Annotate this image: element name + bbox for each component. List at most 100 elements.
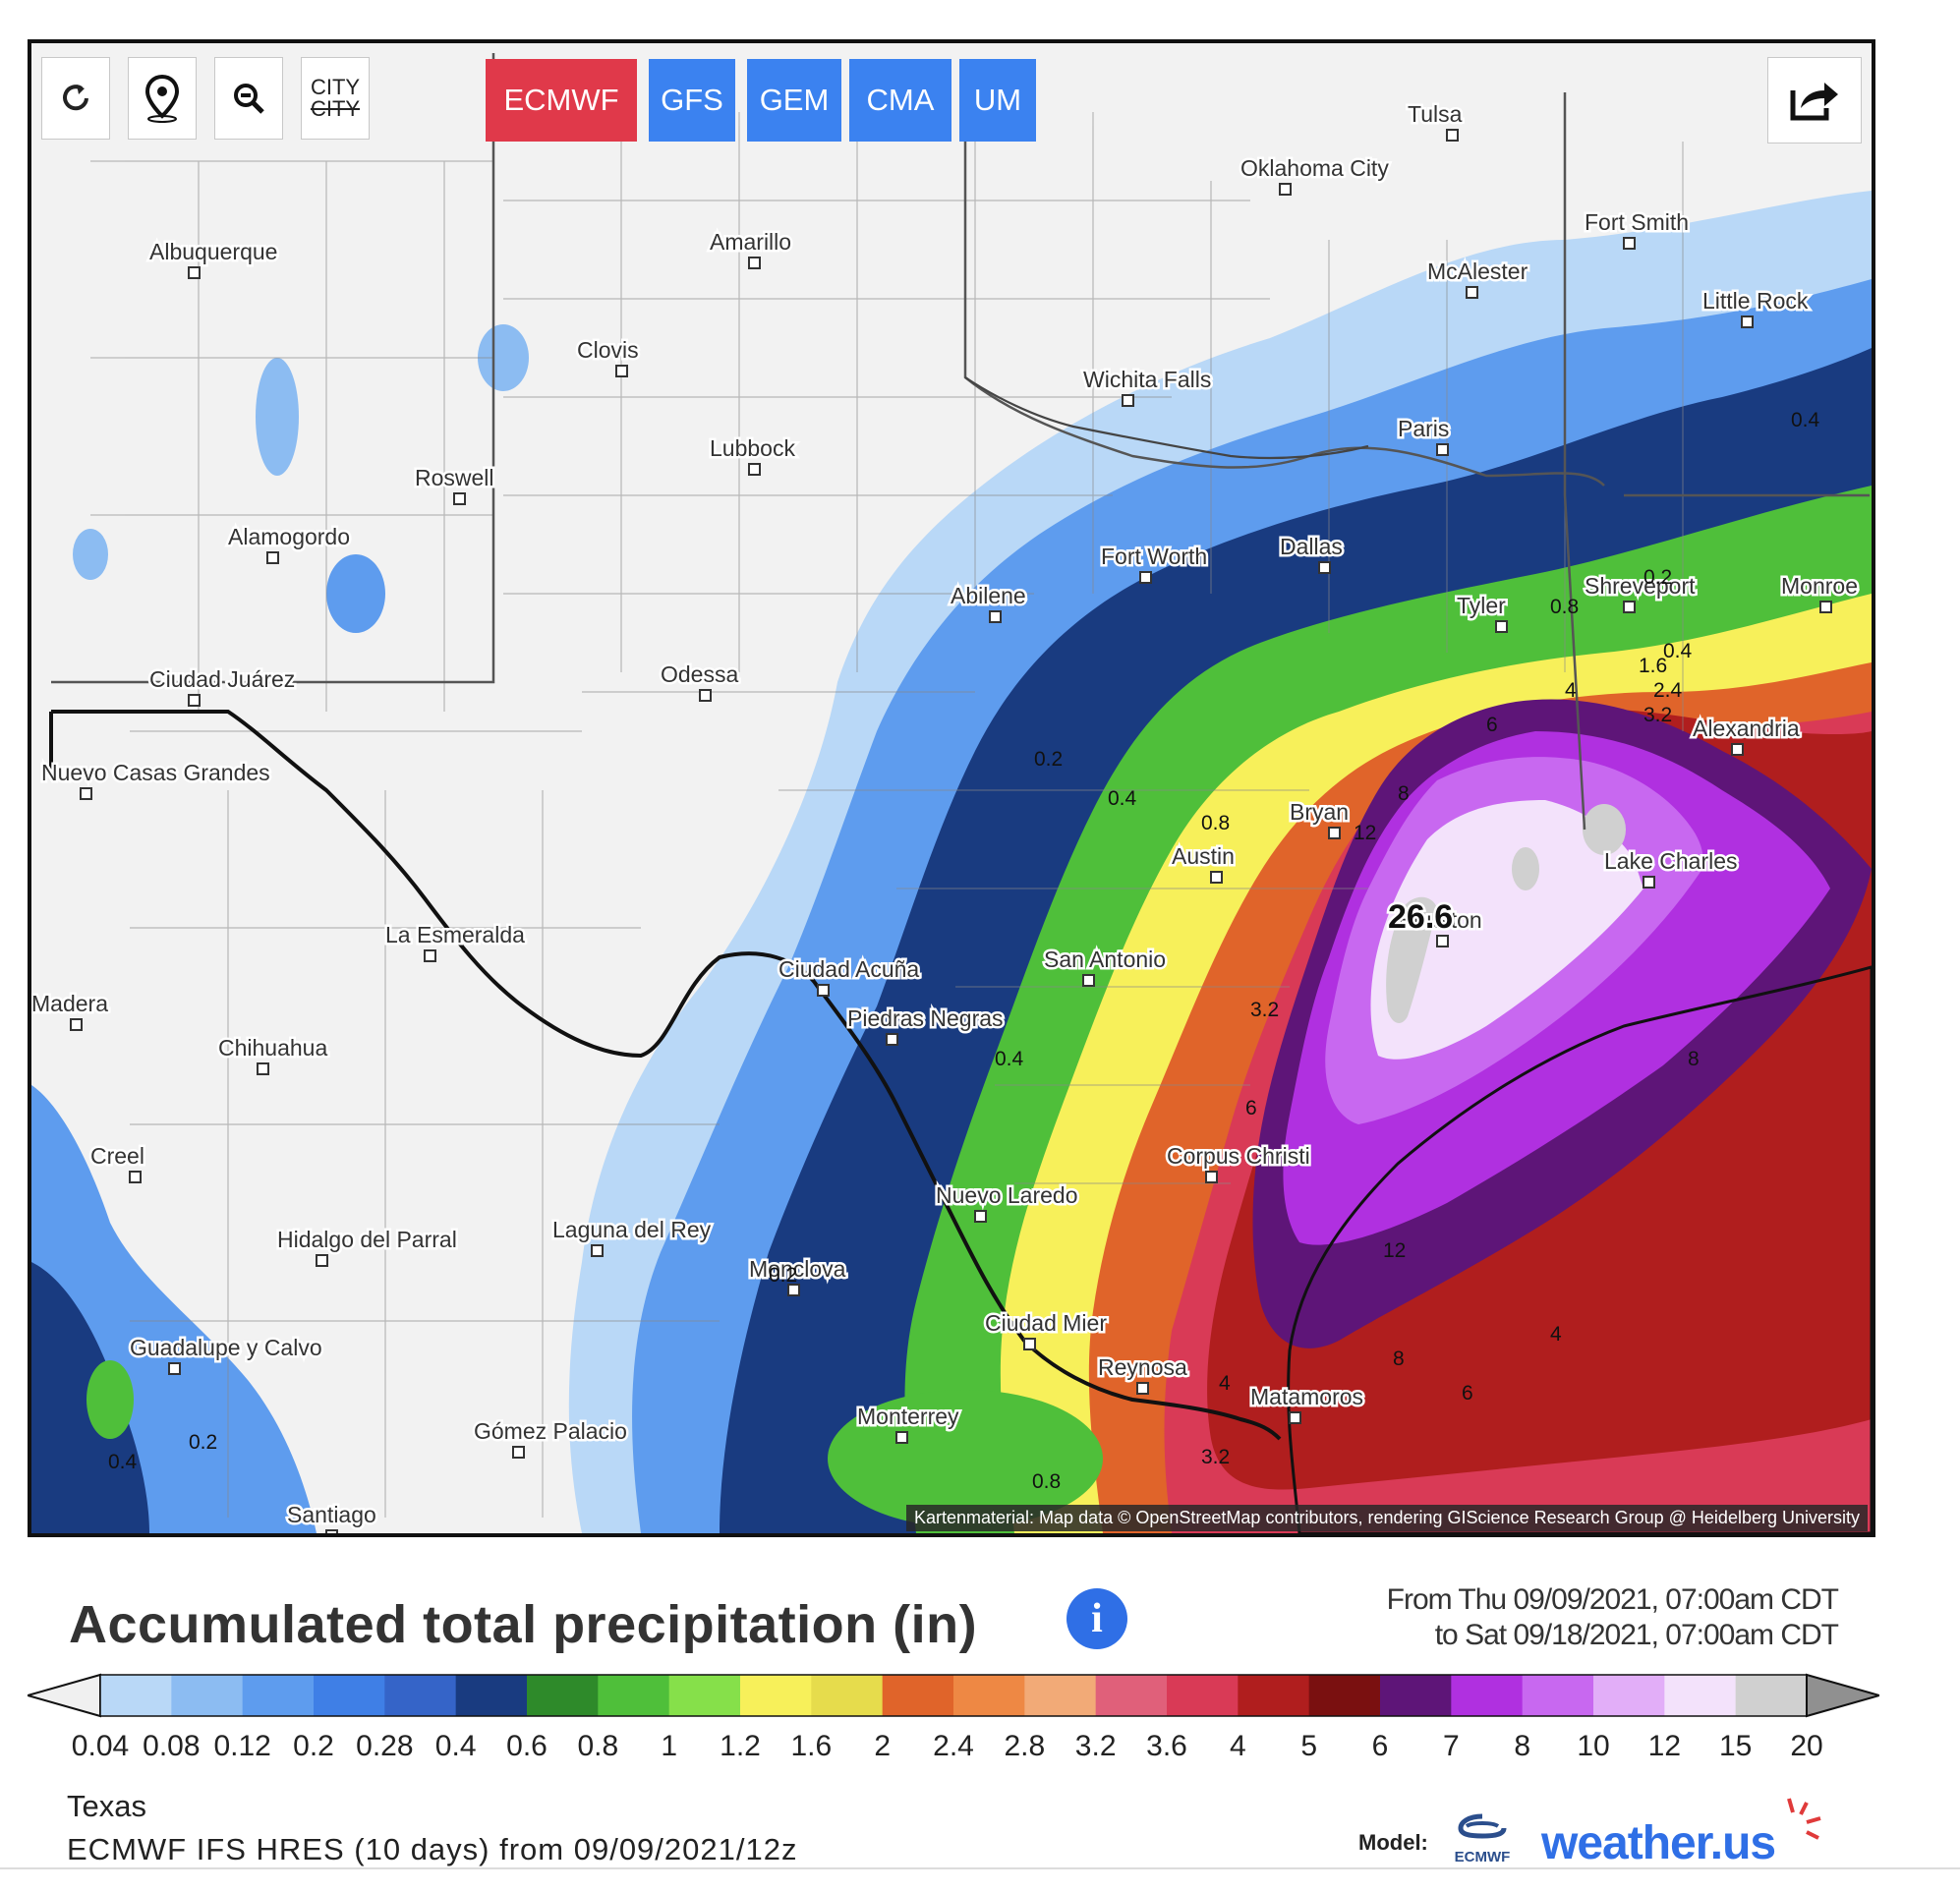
time-range: From Thu 09/09/2021, 07:00am CDT to Sat … (1387, 1582, 1839, 1653)
city-toggle-top: CITY (310, 75, 361, 99)
city-label: Shreveport (1585, 573, 1696, 599)
city-label: Ciudad Mier (985, 1310, 1107, 1336)
city-label: Monclova (749, 1256, 846, 1282)
chart-title: Accumulated total precipitation (in) (69, 1595, 978, 1654)
city-label: Clovis (577, 337, 639, 363)
time-range-to: to Sat 09/18/2021, 07:00am CDT (1434, 1619, 1839, 1651)
city-marker (257, 1062, 269, 1075)
map-viewport[interactable]: Tulsa Oklahoma City Fort Smith McAlester Lit… (28, 39, 1875, 1537)
city-marker (1741, 316, 1754, 328)
zoom-out-button[interactable] (214, 57, 283, 140)
isoline-label: 0.2 (1034, 748, 1063, 771)
isoline-labels: 0.40.20.40.81.62.43.2468120.20.40.83.268… (108, 409, 1820, 1493)
legend-value: 0.04 (71, 1730, 130, 1762)
legend-value: 2.8 (1004, 1730, 1046, 1762)
legend-value: 1.2 (720, 1730, 761, 1762)
city-label: Lubbock (710, 435, 795, 461)
legend-swatch (1380, 1675, 1452, 1716)
isoline-label: 6 (1486, 714, 1498, 736)
city-label: Fort Worth (1101, 544, 1207, 569)
legend-swatch (811, 1675, 884, 1716)
legend-value: 1.6 (790, 1730, 833, 1762)
precip-field (31, 43, 1872, 1533)
city-marker (512, 1446, 525, 1459)
isoline-label: 0.4 (1791, 409, 1820, 431)
legend-value: 1 (661, 1730, 677, 1762)
zoom-out-icon (234, 84, 264, 114)
city-marker (70, 1018, 83, 1031)
city-marker (424, 949, 436, 962)
city-label: Abilene (951, 583, 1026, 608)
ecmwf-logo-text: ECMWF (1455, 1849, 1511, 1865)
city-label: Madera (31, 991, 108, 1016)
city-label: Laguna del Rey (552, 1217, 712, 1242)
legend-swatch (527, 1675, 599, 1716)
legend-value: 0.28 (356, 1730, 414, 1762)
reload-icon (63, 85, 88, 111)
city-label: Creel (90, 1143, 144, 1169)
us-mexico-border (51, 710, 1282, 1441)
city-marker (748, 257, 761, 269)
legend-value: 3.6 (1146, 1730, 1187, 1762)
city-label: Wichita Falls (1083, 367, 1211, 392)
city-label: Santiago (287, 1502, 376, 1527)
legend-swatch (598, 1675, 670, 1716)
legend-swatch (1095, 1675, 1168, 1716)
city-marker (1623, 237, 1636, 250)
isoline-label: 8 (1393, 1348, 1405, 1370)
legend-swatch (314, 1675, 385, 1716)
city-marker (1023, 1338, 1036, 1350)
city-marker (1643, 876, 1655, 889)
model-button-ecmwf[interactable]: ECMWF (486, 59, 637, 142)
model-button-cma[interactable]: CMA (849, 59, 951, 142)
reload-button[interactable] (41, 57, 110, 140)
locate-button[interactable] (128, 57, 197, 140)
isoline-label: 2.4 (1653, 679, 1683, 702)
info-icon[interactable]: i (1066, 1588, 1127, 1649)
city-label: Bryan (1290, 799, 1349, 825)
city-marker (817, 984, 830, 997)
legend-swatch (455, 1675, 528, 1716)
isoline-label: 0.8 (1201, 812, 1230, 834)
legend-value: 0.12 (213, 1730, 271, 1762)
legend-value: 7 (1442, 1730, 1460, 1762)
city-marker (1446, 129, 1459, 142)
legend-swatch (1308, 1675, 1381, 1716)
city-marker (1122, 394, 1134, 407)
city-label: Austin (1172, 843, 1235, 869)
city-marker (1136, 1382, 1149, 1395)
legend-value: 0.4 (434, 1730, 477, 1762)
city-label: Nuevo Laredo (936, 1182, 1078, 1208)
city-label: San Antonio (1044, 946, 1166, 972)
city-label: Paris (1398, 416, 1449, 441)
city-label: Chihuahua (218, 1035, 327, 1061)
city-marker (699, 689, 712, 702)
isoline-label: 0.4 (995, 1048, 1024, 1070)
city-marker (266, 551, 279, 564)
model-button-gfs[interactable]: GFS (649, 59, 735, 142)
share-button[interactable] (1767, 57, 1862, 143)
legend-swatch (100, 1675, 172, 1716)
brand-text: weather.us (1541, 1817, 1776, 1869)
city-label: Corpus Christi (1167, 1143, 1310, 1169)
isoline-label: 1.6 (1639, 655, 1667, 677)
isoline-label: 8 (1688, 1048, 1700, 1070)
model-button-um[interactable]: UM (959, 59, 1036, 142)
sun-rays-icon (1787, 1798, 1821, 1840)
isoline-label: 0.4 (108, 1451, 138, 1473)
model-button-gem[interactable]: GEM (747, 59, 841, 142)
city-marker (748, 463, 761, 476)
city-marker (989, 610, 1002, 623)
precipitation-map[interactable]: Tulsa Oklahoma City Fort Smith McAlester Lit… (31, 43, 1872, 1533)
city-label: Albuquerque (149, 239, 277, 264)
legend-swatch (1451, 1675, 1524, 1716)
city-label: Ciudad Juárez (149, 666, 295, 692)
city-label: Matamoros (1250, 1384, 1363, 1409)
city-marker (453, 492, 466, 505)
city-marker (1819, 601, 1832, 613)
weather-us-logo[interactable]: weather.us (1541, 1816, 1776, 1870)
city-labels-toggle[interactable]: CITY CITY (301, 57, 370, 140)
city-marker (188, 694, 201, 707)
city-marker (1495, 620, 1508, 633)
city-marker (615, 365, 628, 377)
